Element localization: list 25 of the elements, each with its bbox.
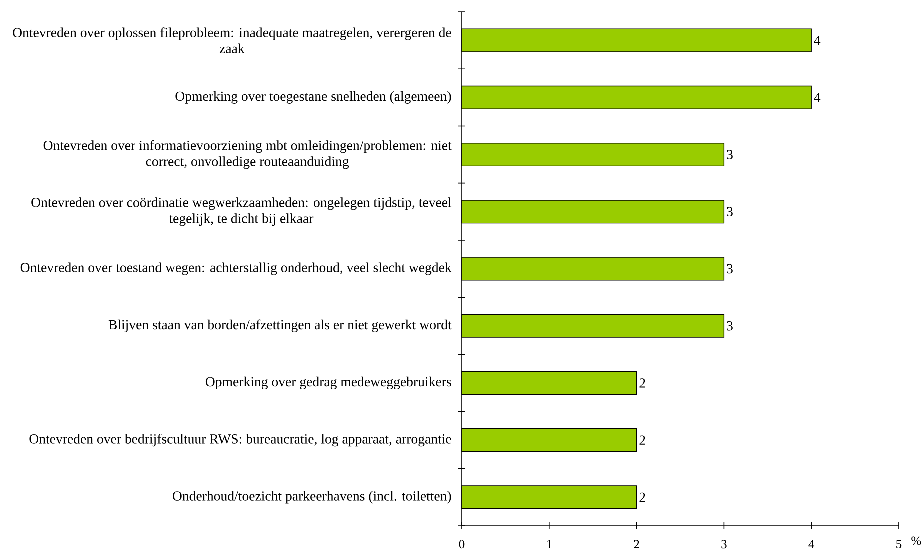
data-label: 3 (727, 150, 733, 160)
data-label: 3 (727, 264, 733, 274)
x-tick-label: 5 (896, 540, 902, 548)
y-tick-label: Ontevreden over bedrijfscultuur RWS: bureaucratie, log apparaat, arrogantie (30, 434, 452, 447)
data-label: 2 (640, 436, 646, 445)
x-axis-title: % (912, 536, 922, 546)
data-label: 2 (640, 492, 646, 502)
data-label: 3 (727, 321, 733, 331)
y-tick-label: Opmerking over toegestane snelheden (algemeen) (176, 91, 452, 104)
data-label: 4 (814, 93, 821, 102)
y-tick-label: Opmerking over gedrag medeweggebruikers (206, 376, 452, 390)
y-tick-label: Blijven staan van borden/afzettingen als er niet gewerkt wordt (108, 320, 452, 332)
data-label: 4 (814, 36, 821, 46)
y-tick-label: Ontevreden over toestand wegen: achterstallig onderhoud, veel slecht wegdek (20, 262, 452, 276)
x-tick-label: 4 (808, 540, 815, 548)
y-tick-label: Ontevreden over informatievoorziening mbt omleidingen/problemen: niet correct, onvolledige routeaanduiding (44, 140, 452, 170)
x-tick-label: 2 (634, 540, 640, 548)
y-tick-label: Ontevreden over coördinatie wegwerkzaamheden: ongelegen tijdstip, teveel tegelijk, te dicht bij elkaar (32, 198, 452, 226)
data-label: 2 (640, 378, 646, 388)
data-label: 3 (727, 207, 733, 217)
y-tick-label: Ontevreden over oplossen fileprobleem: inadequate maatregelen, verergeren de zaak (13, 28, 452, 54)
x-tick-label: 1 (547, 540, 552, 548)
y-tick-label: Onderhoud/toezicht parkeerhavens (incl. toiletten) (173, 491, 452, 504)
x-tick-label: 0 (459, 540, 465, 549)
x-tick-label: 3 (722, 540, 727, 549)
